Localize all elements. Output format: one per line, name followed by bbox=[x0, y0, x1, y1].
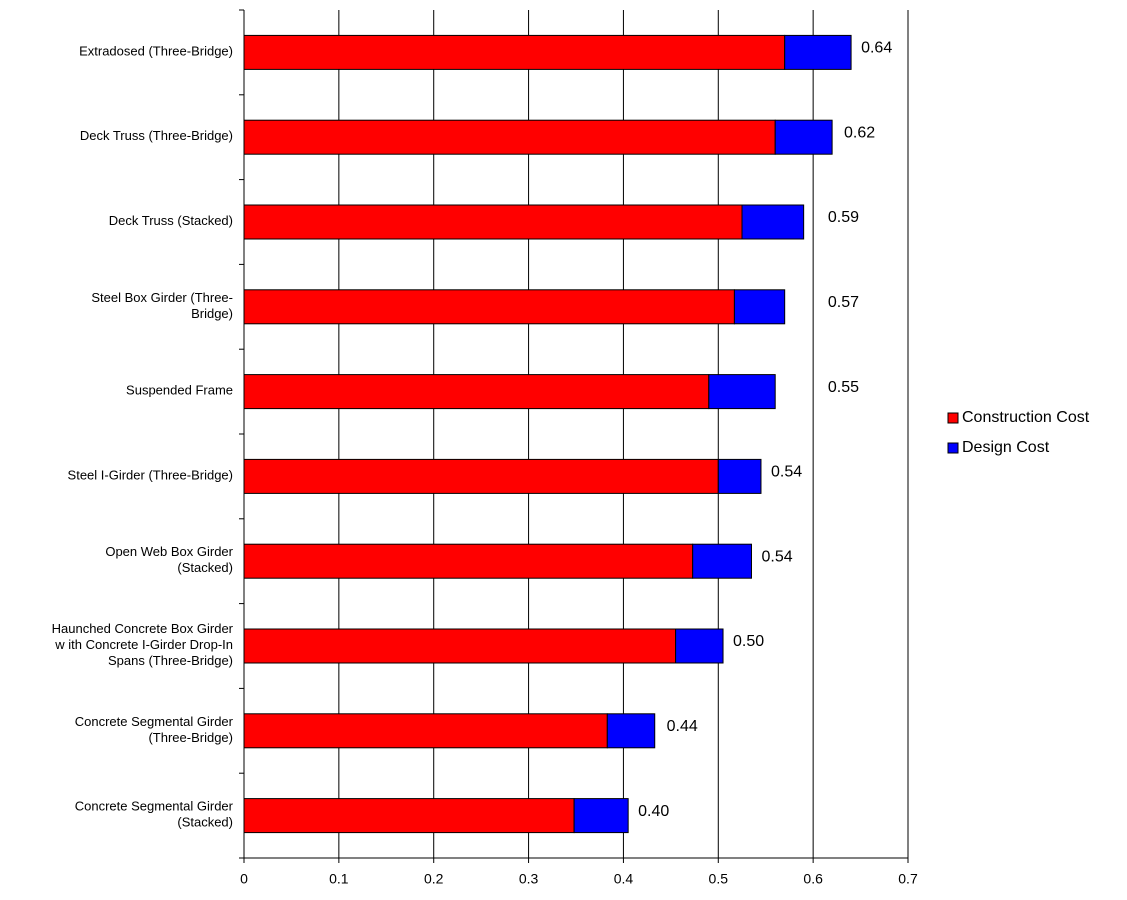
legend-swatch-design-cost bbox=[947, 442, 959, 454]
legend-label-design-cost: Design Cost bbox=[962, 439, 1050, 456]
x-tick-label: 0.1 bbox=[329, 871, 349, 887]
total-value-label: 0.55 bbox=[828, 379, 859, 396]
category-label-line: Bridge) bbox=[191, 306, 233, 321]
category-label-line: (Stacked) bbox=[177, 561, 233, 576]
x-tick-label: 0.7 bbox=[898, 871, 918, 887]
category-label-line: Deck Truss (Stacked) bbox=[109, 213, 233, 228]
design-cost-bar bbox=[733, 289, 786, 325]
category-label: Concrete Segmental Girder (Stacked) bbox=[75, 799, 234, 830]
construction-cost-bar bbox=[243, 798, 575, 834]
construction-cost-bar bbox=[243, 713, 608, 749]
total-value-label: 0.54 bbox=[771, 464, 802, 481]
total-value-label: 0.62 bbox=[844, 124, 875, 141]
category-label-line: Spans (Three-Bridge) bbox=[108, 653, 233, 668]
category-label: Steel I-Girder (Three-Bridge) bbox=[68, 468, 233, 483]
category-label-line: w ith Concrete I-Girder Drop-In bbox=[54, 637, 233, 652]
construction-cost-bar bbox=[243, 628, 677, 664]
category-label-line: Haunched Concrete Box Girder bbox=[52, 621, 234, 636]
category-label-line: Steel I-Girder (Three-Bridge) bbox=[68, 468, 233, 483]
category-label: Steel Box Girder (Three-Bridge) bbox=[91, 290, 233, 321]
category-label: Haunched Concrete Box Girder w ith Concre… bbox=[52, 621, 234, 668]
category-label-line: (Three-Bridge) bbox=[148, 730, 233, 745]
category-label-line: Extradosed (Three-Bridge) bbox=[79, 44, 233, 59]
axes bbox=[239, 9, 909, 863]
construction-cost-bar bbox=[243, 543, 694, 579]
x-tick-label: 0.5 bbox=[709, 871, 729, 887]
total-value-label: 0.59 bbox=[828, 209, 859, 226]
x-tick-labels: 0 0.1 0.2 0.3 0.4 0.5 0.6 0.7 bbox=[240, 871, 918, 887]
category-label-line: Steel Box Girder (Three- bbox=[91, 290, 233, 305]
total-value-label: 0.57 bbox=[828, 294, 859, 311]
legend-label-construction-cost: Construction Cost bbox=[962, 409, 1090, 426]
design-cost-bar bbox=[741, 204, 805, 240]
design-cost-bar bbox=[784, 34, 852, 70]
x-tick-label: 0.2 bbox=[424, 871, 444, 887]
category-label: Extradosed (Three-Bridge) bbox=[79, 44, 233, 59]
design-cost-bar bbox=[573, 798, 629, 834]
construction-cost-bar bbox=[243, 458, 719, 494]
category-label-line: Deck Truss (Three-Bridge) bbox=[80, 129, 233, 144]
construction-cost-bar bbox=[243, 34, 786, 70]
construction-cost-bar bbox=[243, 289, 735, 325]
total-value-label: 0.50 bbox=[733, 633, 764, 650]
construction-cost-bar bbox=[243, 374, 710, 410]
design-cost-bar bbox=[675, 628, 724, 664]
design-cost-bar bbox=[692, 543, 752, 579]
category-label-line: Open Web Box Girder bbox=[105, 545, 233, 560]
category-label: Deck Truss (Stacked) bbox=[109, 213, 233, 228]
category-label-line: Suspended Frame bbox=[126, 383, 233, 398]
category-labels: Extradosed (Three-Bridge) Deck Truss (Thr… bbox=[52, 44, 234, 830]
total-value-label: 0.40 bbox=[638, 803, 669, 820]
construction-cost-bar bbox=[243, 204, 743, 240]
construction-cost-bar bbox=[243, 119, 776, 155]
category-label-line: Concrete Segmental Girder bbox=[75, 714, 234, 729]
total-value-labels: 0.64 0.62 0.59 0.57 0.55 0.54 0.54 0.50 0.44 0.40 bbox=[638, 40, 892, 820]
bars bbox=[243, 34, 852, 834]
legend-swatch-construction-cost bbox=[947, 412, 959, 424]
category-label: Open Web Box Girder (Stacked) bbox=[105, 545, 233, 576]
design-cost-bar bbox=[708, 374, 776, 410]
total-value-label: 0.44 bbox=[667, 718, 698, 735]
category-label: Deck Truss (Three-Bridge) bbox=[80, 129, 233, 144]
x-tick-label: 0 bbox=[240, 871, 248, 887]
design-cost-bar bbox=[606, 713, 656, 749]
category-label-line: (Stacked) bbox=[177, 815, 233, 830]
x-tick-label: 0.4 bbox=[614, 871, 634, 887]
category-label: Concrete Segmental Girder (Three-Bridge) bbox=[75, 714, 234, 745]
design-cost-bar bbox=[717, 458, 762, 494]
design-cost-bar bbox=[774, 119, 833, 155]
total-value-label: 0.54 bbox=[761, 548, 792, 565]
legend: Construction Cost Design Cost bbox=[947, 409, 1090, 456]
total-value-label: 0.64 bbox=[861, 40, 892, 57]
category-label-line: Concrete Segmental Girder bbox=[75, 799, 234, 814]
x-tick-label: 0.3 bbox=[519, 871, 539, 887]
category-label: Suspended Frame bbox=[126, 383, 233, 398]
x-tick-label: 0.6 bbox=[803, 871, 823, 887]
